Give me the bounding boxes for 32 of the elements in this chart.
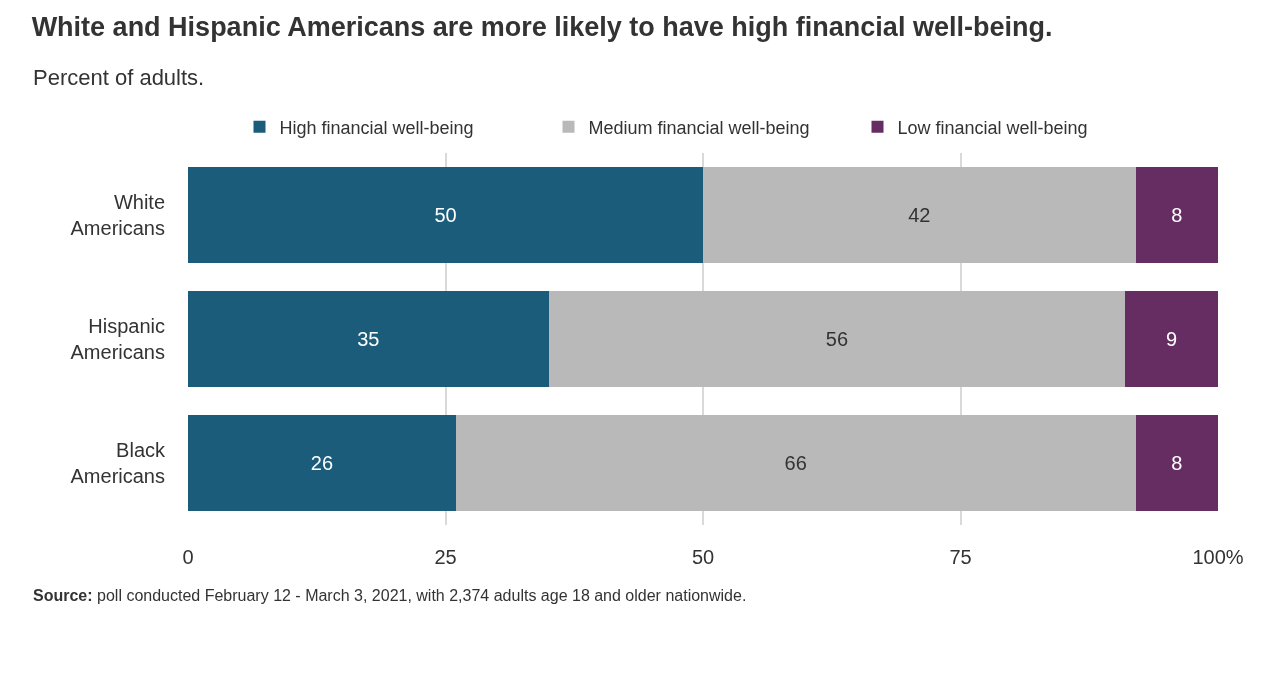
- data-label: 9: [1166, 328, 1178, 350]
- source-note: Source: poll conducted February 12 - March 3, 2021, with 2,374 adults age 18 and older nationwide.: [33, 587, 747, 604]
- data-label: 26: [310, 452, 334, 474]
- x-tick-label: 25: [434, 546, 457, 568]
- x-tick-label: 75: [949, 546, 972, 568]
- x-tick-label: 100%: [1192, 546, 1244, 568]
- data-label: 42: [908, 204, 931, 226]
- data-label: 50: [434, 204, 457, 226]
- data-label: 35: [357, 328, 380, 350]
- bar: [188, 291, 549, 387]
- legend-label: Medium financial well-being: [588, 117, 810, 138]
- legend-label: Low financial well-being: [897, 117, 1088, 138]
- x-tick-label: 50: [691, 546, 715, 568]
- bar: [1125, 291, 1218, 387]
- bar: [188, 167, 703, 263]
- y-tick-label: Black Americans: [70, 439, 166, 487]
- bar: [455, 415, 1136, 511]
- bar: [188, 415, 456, 511]
- x-tick-label: 0: [182, 546, 194, 568]
- legend-label: High financial well-being: [279, 117, 474, 138]
- data-label: 8: [1171, 452, 1183, 474]
- data-label: 56: [825, 328, 849, 350]
- bar: [1135, 167, 1218, 263]
- bar: [548, 291, 1126, 387]
- chart-title: White and Hispanic Americans are more likely to have high financial well-being.: [31, 12, 1053, 43]
- bar: [1135, 415, 1218, 511]
- y-tick-label: Hispanic Americans: [70, 315, 165, 363]
- y-tick-label: White Americans: [70, 191, 165, 239]
- chart-subtitle: Percent of adults.: [33, 65, 205, 90]
- bar: [703, 167, 1136, 263]
- data-label: 8: [1171, 204, 1183, 226]
- data-label: 66: [784, 452, 807, 474]
